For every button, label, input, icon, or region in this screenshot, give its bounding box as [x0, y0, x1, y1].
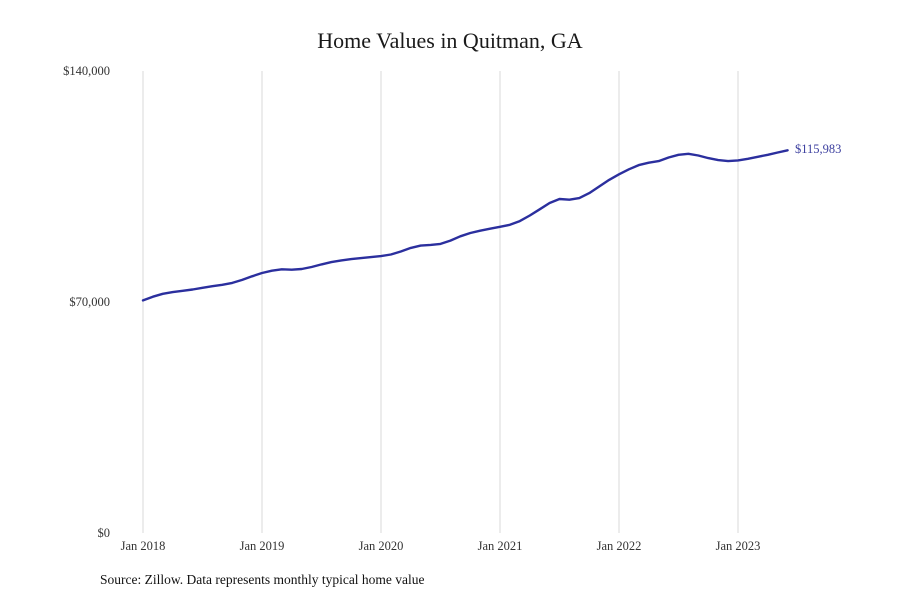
x-axis-tick-label: Jan 2019: [239, 539, 285, 553]
x-axis-tick-label: Jan 2022: [596, 539, 642, 553]
home-value-line: [141, 149, 789, 302]
x-axis-tick-label: Jan 2020: [358, 539, 404, 553]
chart-title: Home Values in Quitman, GA: [317, 28, 583, 53]
source-note: Source: Zillow. Data represents monthly …: [100, 572, 425, 587]
y-axis-tick-label: $0: [97, 526, 111, 540]
y-axis-tick-label: $140,000: [63, 64, 110, 78]
x-axis-tick-label: Jan 2021: [477, 539, 523, 553]
x-axis-tick-label: Jan 2018: [120, 539, 166, 553]
x-axis-tick-label: Jan 2023: [715, 539, 761, 553]
latest-value-label: $115,983: [795, 142, 842, 156]
y-axis-tick-label: $70,000: [69, 295, 110, 309]
